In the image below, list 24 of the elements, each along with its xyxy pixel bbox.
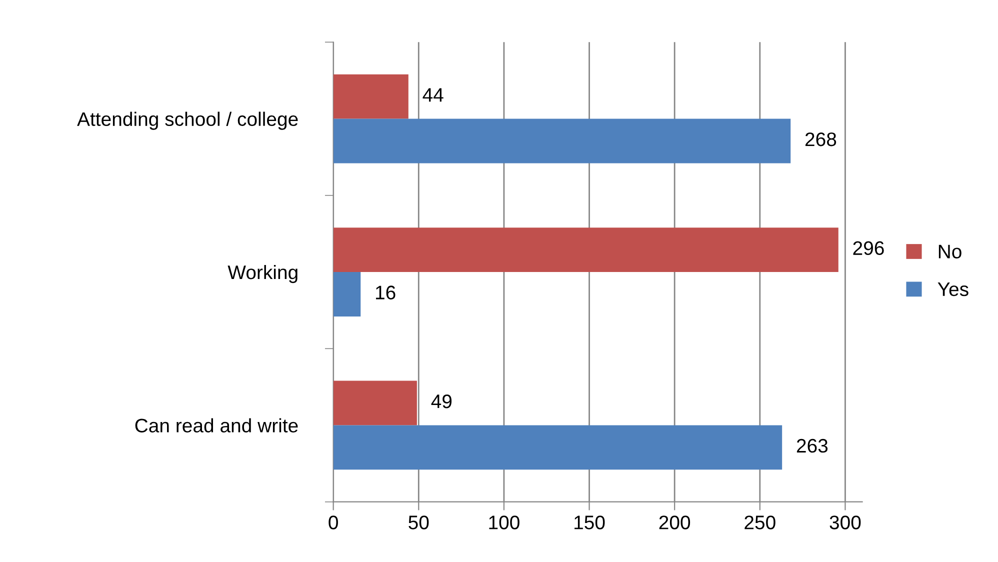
data-label: 44 [422,88,444,102]
x-tick-label: 300 [830,516,861,530]
legend-label: Yes [938,282,968,296]
x-tick-label: 200 [659,516,690,530]
bar [333,425,782,470]
bar [333,74,408,119]
bar [333,272,361,316]
bar [333,118,791,164]
data-label: 49 [431,394,452,408]
x-tick-label: 100 [489,516,520,530]
x-tick-label: 0 [328,516,338,530]
x-tick-label: 50 [408,516,429,530]
data-label: 263 [796,438,828,453]
x-tick-label: 250 [744,516,776,530]
data-label: 296 [853,241,884,256]
x-tick-label: 150 [574,516,605,530]
bar [333,228,838,272]
bar [333,380,417,426]
data-label: 16 [376,286,396,300]
data-label: 268 [805,132,836,146]
y-tick-label: Working [228,264,298,284]
y-tick-label: Attending school / college [77,112,298,130]
y-tick-label: Can read and write [135,418,298,432]
legend-label: No [938,244,962,258]
